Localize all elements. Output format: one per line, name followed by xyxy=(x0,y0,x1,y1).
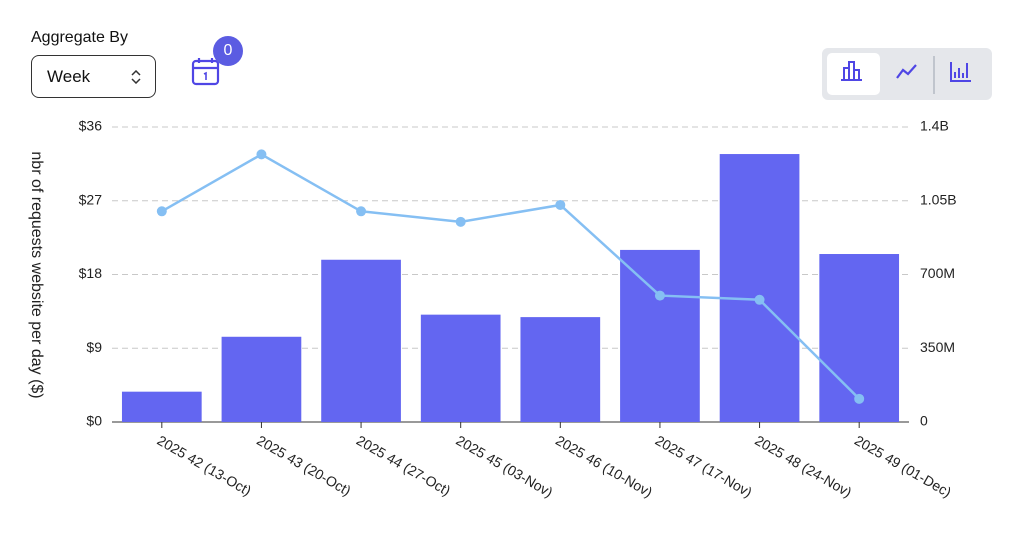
point xyxy=(256,149,267,160)
point xyxy=(854,393,865,404)
x-tick-label: 2025 43 (20-Oct) xyxy=(254,432,354,499)
aggregate-label: Aggregate By xyxy=(31,29,128,46)
y2-tick-label: 0 xyxy=(920,413,928,429)
x-tick-label: 2025 42 (13-Oct) xyxy=(154,432,254,499)
badge: 0 xyxy=(213,36,243,66)
y-tick-label: $36 xyxy=(79,118,103,134)
toggle-icons xyxy=(827,53,971,95)
aggregate-select[interactable]: Week xyxy=(31,55,156,98)
y2-tick-label: 1.05B xyxy=(920,191,957,207)
point xyxy=(555,199,566,210)
point xyxy=(654,290,665,301)
x-tick-label: 2025 47 (17-Nov) xyxy=(653,432,755,500)
bar xyxy=(121,391,202,422)
y2-tick-label: 1.4B xyxy=(920,118,949,134)
x-tick-label: 2025 46 (10-Nov) xyxy=(553,432,655,500)
point xyxy=(754,294,765,305)
y-tick-label: $18 xyxy=(79,265,103,281)
bar xyxy=(221,336,302,422)
combo-button[interactable] xyxy=(950,62,971,82)
y2-tick-label: 350M xyxy=(920,339,955,355)
bar xyxy=(321,259,401,422)
y2-tick-label: 700M xyxy=(920,265,955,281)
bar xyxy=(620,249,700,422)
y-tick-label: $27 xyxy=(79,191,103,207)
y-tick-label: $0 xyxy=(86,413,102,429)
line xyxy=(161,152,861,400)
bar xyxy=(719,154,800,422)
point xyxy=(455,216,466,227)
chart-type-toggle xyxy=(822,48,992,100)
point xyxy=(356,206,367,217)
point xyxy=(156,206,167,217)
x-tick-label: 2025 49 (01-Dec) xyxy=(852,432,954,500)
y-tick-label: $9 xyxy=(86,339,102,355)
bar xyxy=(520,317,601,422)
line-button[interactable] xyxy=(896,64,917,79)
x-tick-label: 2025 44 (27-Oct) xyxy=(354,432,454,499)
x-tick-label: 2025 45 (03-Nov) xyxy=(453,432,555,500)
calendar-icon[interactable] xyxy=(190,56,222,88)
y-axis-title: nbr of requests website per day ($) xyxy=(28,151,45,398)
chevrons xyxy=(131,70,141,84)
x-tick-label: 2025 48 (24-Nov) xyxy=(752,432,854,500)
select-value: Week xyxy=(47,67,91,86)
bar xyxy=(420,314,501,422)
